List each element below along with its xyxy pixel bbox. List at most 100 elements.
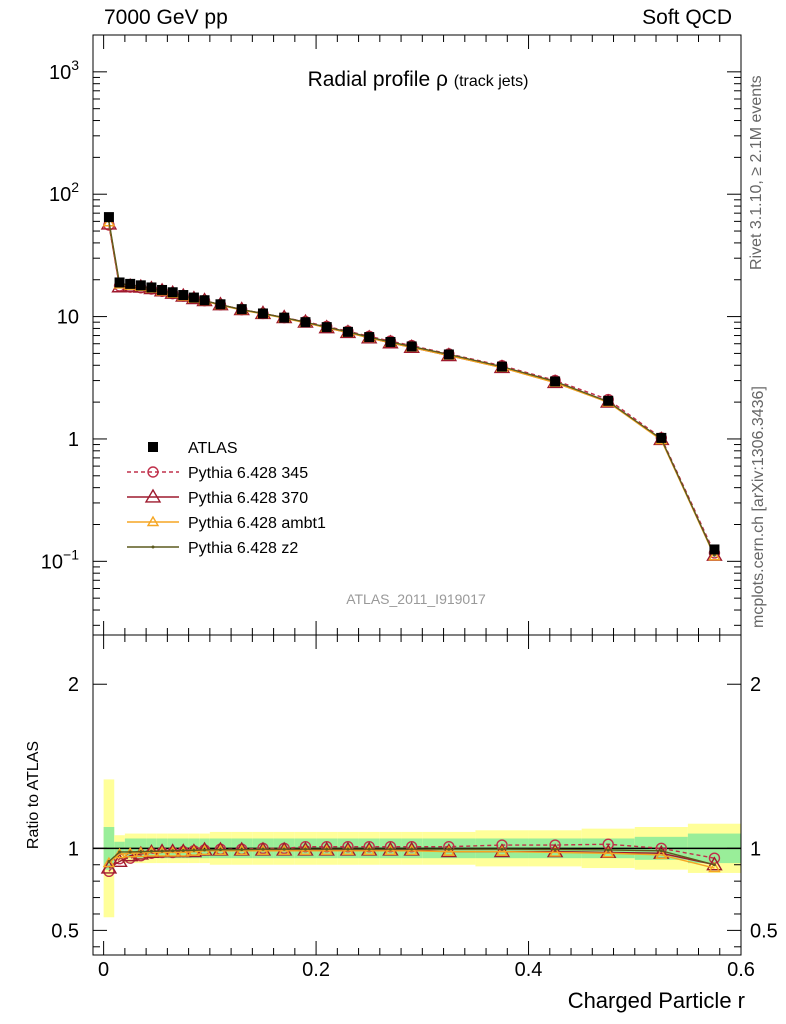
ratio-point <box>177 846 190 857</box>
ratio-line <box>108 850 715 869</box>
y-axis-ticks-main: 10−1 1 10 102 103 <box>41 34 741 626</box>
ratio-point <box>107 859 111 863</box>
header-right-label: Soft QCD <box>642 6 732 29</box>
legend: ATLAS Pythia 6.428 345 Pythia 6.428 370 Pyt… <box>127 440 326 557</box>
y-tick-label: 103 <box>49 57 79 84</box>
data-point <box>712 553 716 557</box>
data-point <box>300 317 311 328</box>
ratio-point <box>166 846 179 857</box>
series-atlas <box>103 212 720 555</box>
y-tick-label: 10−1 <box>41 546 79 573</box>
ratio-point <box>346 847 350 851</box>
data-point <box>215 299 226 310</box>
data-point <box>199 295 210 306</box>
ratio-point <box>218 848 222 852</box>
ratio-point <box>440 843 458 858</box>
ratio-tick-label-right: 2 <box>750 674 761 696</box>
x-axis-label: Charged Particle r <box>568 988 745 1013</box>
x-tick-label: 0.2 <box>302 959 330 981</box>
ratio-tick-label-left: 1 <box>68 838 79 860</box>
data-point <box>114 277 125 288</box>
ratio-plot-frame <box>92 634 742 956</box>
data-point <box>443 349 454 360</box>
data-point <box>125 278 136 289</box>
legend-marker <box>147 466 159 478</box>
x-tick-label: 0.6 <box>727 959 755 981</box>
ratio-tick-label-left: 0.5 <box>51 920 79 942</box>
data-point <box>103 212 114 223</box>
ratio-point <box>712 863 716 867</box>
ratio-point <box>548 846 562 857</box>
data-point <box>496 361 507 372</box>
header-left-label: 7000 GeV pp <box>104 6 228 29</box>
ratio-point <box>139 850 143 854</box>
data-point <box>708 549 721 561</box>
data-point <box>709 544 720 555</box>
ratio-point <box>181 848 185 852</box>
data-point <box>279 312 290 323</box>
ratio-point <box>367 847 371 851</box>
ratio-point <box>655 848 668 860</box>
ratio-point <box>500 847 504 851</box>
ratio-point <box>303 847 307 851</box>
y-tick-label: 1 <box>68 429 79 451</box>
data-point <box>321 322 332 333</box>
data-point <box>167 287 178 298</box>
data-point <box>188 292 199 303</box>
ratio-point <box>325 847 329 851</box>
ratio-point <box>320 844 333 855</box>
ratio-point <box>606 848 610 852</box>
ratio-point <box>171 849 175 853</box>
ratio-point <box>277 844 291 855</box>
ratio-point <box>388 847 392 851</box>
series-pythia-6-428-ambt1 <box>102 215 721 561</box>
legend-marker <box>146 515 160 527</box>
ratio-point <box>362 844 376 855</box>
data-point <box>257 308 268 319</box>
legend-label: Pythia 6.428 345 <box>188 465 308 482</box>
legend-marker <box>144 488 162 503</box>
ratio-point <box>282 847 286 851</box>
ratio-point <box>447 847 451 851</box>
ratio-point <box>708 861 721 873</box>
ratio-tick-label-left: 2 <box>68 674 79 696</box>
ratio-point <box>118 850 122 854</box>
data-point <box>342 326 353 337</box>
analysis-watermark: ATLAS_2011_I919017 <box>346 591 486 607</box>
ratio-point <box>160 849 164 853</box>
y-tick-label: 10 <box>57 307 79 329</box>
legend-label: Pythia 6.428 ambt1 <box>188 515 326 532</box>
ratio-point <box>149 849 153 853</box>
data-point <box>385 336 396 347</box>
legend-marker <box>151 545 155 549</box>
ratio-point <box>240 848 244 852</box>
data-point <box>146 282 157 293</box>
legend-label: Pythia 6.428 370 <box>188 490 308 507</box>
ratio-point <box>442 845 456 856</box>
ratio-line <box>108 848 715 866</box>
data-point <box>178 290 189 301</box>
data-point <box>364 332 375 343</box>
series-pythia-6-428-370 <box>100 215 723 561</box>
data-point <box>157 284 168 295</box>
data-point <box>550 376 561 387</box>
legend-label: ATLAS <box>188 440 238 457</box>
ratio-point <box>405 844 418 855</box>
ratio-point <box>299 844 312 855</box>
y-axis-ticks-ratio: 0.5 0.5 1 1 2 2 <box>51 674 778 948</box>
ratio-point <box>256 844 270 855</box>
ratio-series-pythia-6-428-z2 <box>107 847 716 867</box>
x-tick-label: 0.4 <box>515 959 543 981</box>
ratio-point <box>410 847 414 851</box>
y-tick-label: 102 <box>49 179 79 206</box>
ratio-point <box>601 846 615 858</box>
data-point <box>135 280 146 291</box>
data-point <box>406 341 417 352</box>
data-point <box>656 432 667 443</box>
ratio-point <box>659 849 663 853</box>
ratio-point <box>203 848 207 852</box>
series-pythia-6-428-345 <box>103 219 721 559</box>
legend-marker <box>148 442 158 452</box>
ratio-point <box>102 856 116 868</box>
